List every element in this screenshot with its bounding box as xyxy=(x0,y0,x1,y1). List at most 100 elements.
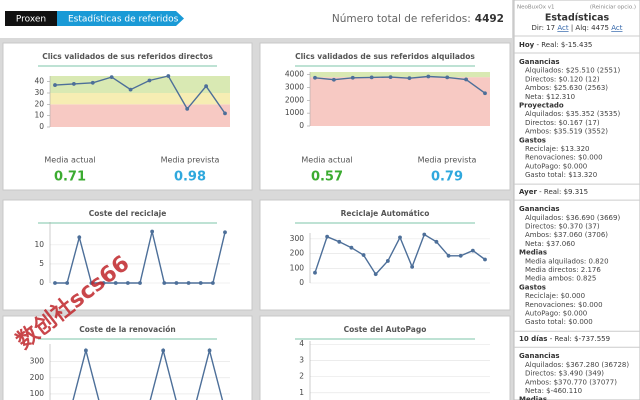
stat-line: Reciclaje: $0.000 xyxy=(525,292,585,300)
point xyxy=(337,239,342,244)
point xyxy=(161,348,166,353)
y-tick-label: 300 xyxy=(30,357,45,366)
point xyxy=(385,259,390,263)
panel: Coste del reciclaje 0 5 10 xyxy=(2,199,253,311)
y-tick-label: 3 xyxy=(299,355,304,364)
stat-line: Directos: $3.490 (349) xyxy=(525,370,604,378)
line-series xyxy=(72,347,224,400)
point xyxy=(483,91,487,96)
panel-title: Clics validados de sus referidos directo… xyxy=(42,52,213,61)
band xyxy=(50,93,230,105)
group-heading: Ganancias xyxy=(519,58,560,66)
stat-line: Directos: $0.370 (37) xyxy=(525,223,600,231)
y-tick-label: 2000 xyxy=(285,95,304,104)
group-heading: Proyectado xyxy=(519,102,564,110)
stat-line: Neta: $12.310 xyxy=(525,93,575,101)
y-tick-label: 40 xyxy=(34,77,44,86)
panel-bg xyxy=(259,199,511,311)
y-tick-label: 30 xyxy=(34,88,44,97)
point xyxy=(204,84,209,89)
day-real: - Real: $-15.435 xyxy=(534,41,592,49)
point xyxy=(109,75,114,80)
panel-title: Coste de la renovación xyxy=(79,325,175,334)
stat-line: Gasto total: $0.000 xyxy=(525,318,593,326)
point xyxy=(349,245,354,250)
sidebar-title: Estadísticas xyxy=(545,13,610,24)
point xyxy=(223,230,227,235)
band xyxy=(310,77,490,126)
group-heading: Gastos xyxy=(519,136,546,144)
stat-value: 0.98 xyxy=(174,170,206,185)
app-name: NeoBuxOx v1 xyxy=(517,5,554,11)
band xyxy=(310,72,490,78)
point xyxy=(77,235,82,240)
reset-link[interactable]: (Reiniciar opcio.) xyxy=(590,5,636,11)
point xyxy=(434,239,439,244)
referral-counts: Dir: 17 Act | Alq: 4475 Act xyxy=(532,24,623,32)
panel-title: Reciclaje Automático xyxy=(341,209,430,218)
day-real: - Real: $9.315 xyxy=(537,188,588,196)
point xyxy=(186,281,191,285)
stat-line: Alquilados: $367.280 (36728) xyxy=(525,361,629,369)
day-name: 10 días xyxy=(519,335,547,343)
stat-value: 0.57 xyxy=(311,170,343,185)
y-tick-label: 5 xyxy=(39,259,44,268)
y-tick-label: 300 xyxy=(290,234,305,243)
point xyxy=(162,281,167,285)
y-tick-label: 100 xyxy=(290,263,305,272)
point xyxy=(483,257,487,262)
panel: Clics validados de sus referidos alquila… xyxy=(259,42,511,191)
stat-line: Alquilados: $35.352 (3535) xyxy=(525,110,620,118)
panel-title: Clics validados de sus referidos alquila… xyxy=(295,52,475,61)
stat-line: Neta: $-460.110 xyxy=(525,387,582,395)
y-tick-label: 4 xyxy=(299,339,304,348)
point xyxy=(361,253,366,257)
stat-line: Media directos: 2.176 xyxy=(525,266,601,274)
panel-title: Coste del reciclaje xyxy=(89,209,167,218)
y-tick-label: 0 xyxy=(299,121,304,130)
y-tick-label: 0 xyxy=(39,122,44,131)
stat-line: Ambos: $35.519 (3552) xyxy=(525,128,608,136)
point xyxy=(125,281,130,285)
y-tick-label: 10 xyxy=(34,240,44,249)
day-summary: 10 días - Real: $-737.559 xyxy=(519,335,610,343)
stat-line: AutoPago: $0.000 xyxy=(525,162,587,170)
point xyxy=(446,253,451,258)
line-series xyxy=(314,75,486,94)
day-summary: Hoy - Real: $-15.435 xyxy=(519,41,592,49)
day-name: Hoy xyxy=(519,41,535,49)
stat-line: Neta: $37.060 xyxy=(525,240,575,248)
dir-link[interactable]: Act xyxy=(557,24,569,32)
point xyxy=(422,232,427,237)
group-heading: Ganancias xyxy=(519,352,560,360)
point xyxy=(207,348,212,353)
point xyxy=(128,87,133,92)
point xyxy=(138,281,142,285)
point xyxy=(101,281,106,285)
point xyxy=(198,281,203,285)
panel: Clics validados de sus referidos directo… xyxy=(2,42,253,191)
point xyxy=(369,75,374,80)
point xyxy=(150,229,155,234)
point xyxy=(313,270,317,275)
group-heading: Ganancias xyxy=(519,205,560,213)
section-title: Estadísticas de referidos xyxy=(68,15,179,25)
day-real: - Real: $-737.559 xyxy=(547,335,610,343)
stat-line: Gasto total: $13.320 xyxy=(525,171,597,179)
point xyxy=(166,74,171,78)
point xyxy=(71,82,76,86)
point xyxy=(325,234,330,239)
panel-bg xyxy=(259,315,511,400)
stat-line: Alquilados: $36.690 (3669) xyxy=(525,214,620,222)
y-tick-label: 3000 xyxy=(285,82,304,91)
alq-link[interactable]: Act xyxy=(611,24,623,32)
y-tick-label: 2 xyxy=(299,372,304,381)
point xyxy=(84,348,88,353)
point xyxy=(53,281,57,285)
y-tick-label: 0 xyxy=(39,278,44,287)
point xyxy=(174,281,179,285)
stat-line: Renovaciones: $0.000 xyxy=(525,154,603,162)
group-heading: Medias xyxy=(519,249,547,257)
point xyxy=(445,75,450,80)
